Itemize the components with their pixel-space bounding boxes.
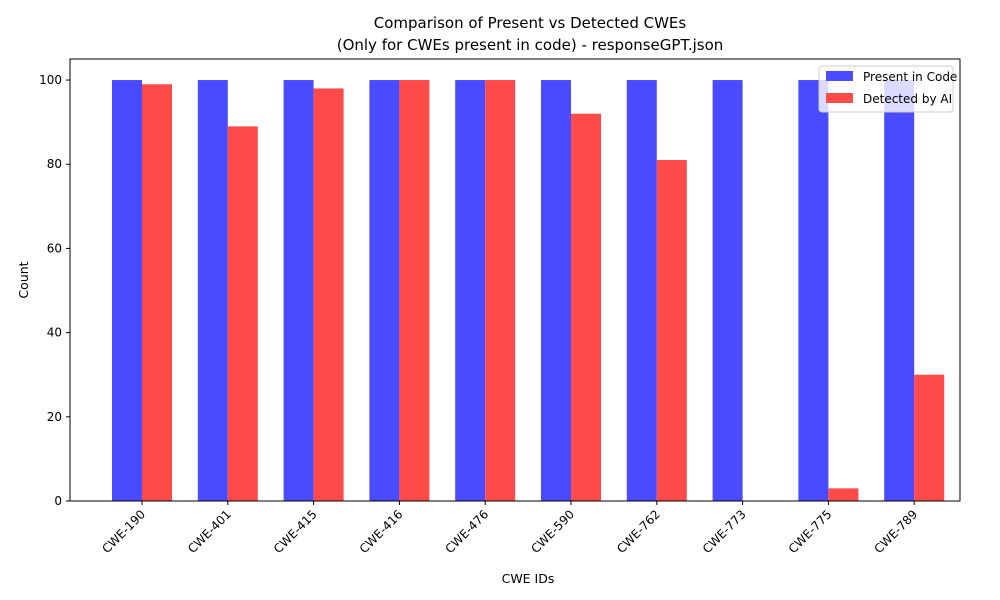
y-tick-label: 80 xyxy=(47,157,62,171)
bar-present-cwe-775 xyxy=(798,80,829,502)
y-tick-label: 0 xyxy=(54,494,62,508)
bar-detected-cwe-789 xyxy=(914,374,945,501)
bar-present-cwe-789 xyxy=(884,80,915,502)
bar-detected-cwe-415 xyxy=(313,88,344,501)
x-tick-label: CWE-773 xyxy=(700,507,749,556)
bar-detected-cwe-476 xyxy=(485,80,516,502)
chart-subtitle: (Only for CWEs present in code) - respon… xyxy=(337,36,724,54)
bar-detected-cwe-590 xyxy=(571,113,601,501)
legend-swatch-detected xyxy=(826,93,853,103)
bar-detected-cwe-401 xyxy=(227,126,258,501)
bar-present-cwe-190 xyxy=(112,80,142,502)
bar-detected-cwe-775 xyxy=(828,488,859,501)
legend: Present in Code Detected by AI xyxy=(818,65,957,113)
plot-frame xyxy=(69,58,961,502)
bar-detected-cwe-190 xyxy=(142,84,172,501)
x-tick-label: CWE-476 xyxy=(442,507,491,556)
y-axis-label: Count xyxy=(16,261,31,298)
x-tick-label: CWE-789 xyxy=(871,507,920,556)
x-axis-label: CWE IDs xyxy=(502,571,555,586)
y-axis: 0 20 40 60 80 100 xyxy=(39,73,70,508)
y-tick-label: 100 xyxy=(39,73,62,87)
bar-present-cwe-401 xyxy=(197,80,228,502)
bar-present-cwe-416 xyxy=(369,80,400,502)
x-tick-label: CWE-775 xyxy=(786,507,835,556)
legend-label-present: Present in Code xyxy=(863,70,957,84)
bar-present-cwe-762 xyxy=(626,80,657,502)
y-tick-label: 60 xyxy=(47,241,62,255)
bar-present-cwe-590 xyxy=(541,80,571,502)
x-tick-label: CWE-416 xyxy=(357,507,406,556)
bar-detected-cwe-416 xyxy=(399,80,430,502)
bars-group xyxy=(112,80,945,502)
x-tick-label: CWE-415 xyxy=(271,507,320,556)
x-tick-label: CWE-401 xyxy=(185,507,234,556)
legend-label-detected: Detected by AI xyxy=(863,92,952,106)
bar-detected-cwe-762 xyxy=(656,160,687,501)
x-tick-label: CWE-590 xyxy=(528,507,577,556)
chart-title: Comparison of Present vs Detected CWEs xyxy=(374,14,687,32)
y-tick-label: 40 xyxy=(47,326,62,340)
bar-present-cwe-415 xyxy=(283,80,314,502)
x-axis: CWE-190 CWE-401 CWE-415 CWE-416 CWE-476 CWE-5… xyxy=(99,501,920,556)
x-tick-label: CWE-762 xyxy=(614,507,663,556)
bar-present-cwe-773 xyxy=(712,80,743,502)
bar-present-cwe-476 xyxy=(455,80,486,502)
y-tick-label: 20 xyxy=(47,410,62,424)
x-tick-label: CWE-190 xyxy=(99,507,148,556)
legend-swatch-present xyxy=(826,71,853,81)
